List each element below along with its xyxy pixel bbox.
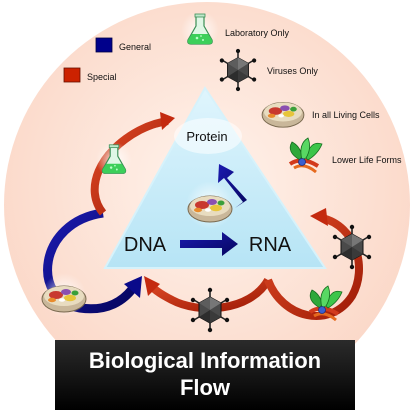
dna-to-protein-special-arrow xyxy=(90,117,169,216)
dna-replication-arrowhead xyxy=(124,276,142,298)
rna-label: RNA xyxy=(249,234,292,256)
legend-in-all-living-cells: In all Living Cells xyxy=(312,110,380,120)
title-banner: Biological Information Flow xyxy=(55,340,355,410)
protein-glow xyxy=(174,118,242,154)
cell-icon xyxy=(261,102,305,128)
title-line-1: Biological Information xyxy=(88,348,322,373)
center-cell-icon xyxy=(187,195,233,223)
dna-label: DNA xyxy=(124,234,167,256)
loop-cell-icon xyxy=(41,285,87,313)
protein-label: Protein xyxy=(186,129,227,144)
legend-lower-life-forms: Lower Life Forms xyxy=(332,155,402,165)
central-triangle xyxy=(103,86,327,269)
legend-laboratory-only: Laboratory Only xyxy=(225,28,290,38)
legend-viruses-only: Viruses Only xyxy=(267,66,318,76)
general-swatch xyxy=(95,37,113,53)
legend-special-label: Special xyxy=(87,72,117,82)
special-swatch xyxy=(63,67,81,83)
dna-to-protein-arrowhead xyxy=(160,112,175,130)
title-line-2: Flow xyxy=(179,375,231,400)
rna-replication-loop xyxy=(264,214,363,320)
dna-to-rna-arrow xyxy=(180,232,238,256)
rna-to-protein-arrow xyxy=(218,164,247,208)
legend-general-label: General xyxy=(119,42,151,52)
rna-to-dna-arrowhead xyxy=(144,276,160,296)
rna-replication-arrowhead xyxy=(310,208,328,226)
